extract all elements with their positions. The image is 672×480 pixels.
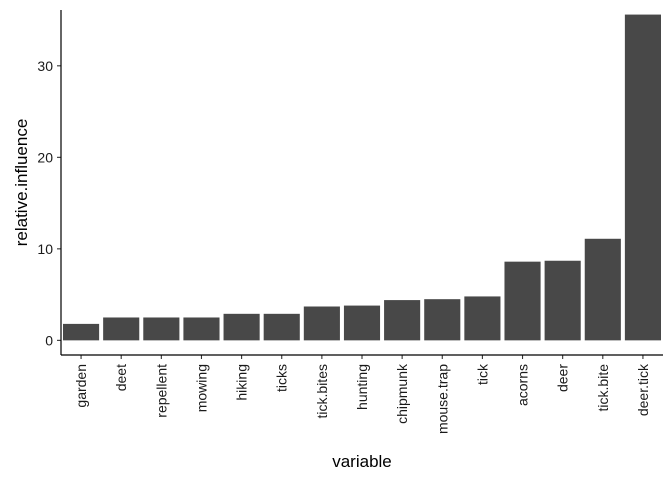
bar-deer-tick [624, 14, 661, 341]
x-tick-label: ticks [274, 364, 290, 392]
x-tick-label: deer [555, 364, 571, 392]
x-tick-label: mowing [193, 364, 209, 412]
x-tick-label: mouse.trap [434, 364, 450, 434]
y-axis-title: relative.influence [12, 119, 31, 247]
bar-repellent [143, 317, 180, 341]
bar-mowing [183, 317, 220, 341]
y-tick-label: 30 [37, 58, 53, 74]
x-tick-label: tick.bite [595, 364, 611, 412]
x-axis-title: variable [332, 452, 392, 471]
y-tick-label: 10 [37, 241, 53, 257]
y-tick-label: 20 [37, 149, 53, 165]
bar-ticks [263, 313, 300, 341]
bar-mouse-trap [424, 299, 461, 341]
x-tick-label: hunting [354, 364, 370, 410]
x-tick-label: tick.bites [314, 364, 330, 418]
bar-hunting [343, 305, 381, 341]
x-tick-label: garden [73, 364, 89, 408]
y-tick-label: 0 [45, 332, 53, 348]
x-tick-label: deet [113, 364, 129, 391]
x-tick-label: deer.tick [635, 363, 651, 416]
bar-hiking [223, 313, 260, 341]
bar-acorns [504, 261, 541, 341]
y-axis-ticks: 0 10 20 30 [37, 58, 61, 348]
bar-chipmunk [384, 300, 421, 341]
x-tick-label: tick [474, 363, 490, 385]
x-tick-label: repellent [153, 364, 169, 418]
bar-garden [63, 323, 100, 341]
x-axis-ticks: garden deet repellent mowing hiking ticks tick… [73, 355, 651, 434]
bars [63, 14, 661, 341]
x-tick-label: hiking [234, 364, 250, 401]
bar-tick-bites [303, 306, 340, 341]
bar-tick-bite [584, 238, 621, 341]
bar-tick [464, 296, 501, 341]
bar-deer [544, 260, 581, 341]
bar-deet [103, 317, 140, 341]
x-tick-label: chipmunk [394, 363, 410, 424]
x-tick-label: acorns [515, 364, 531, 406]
